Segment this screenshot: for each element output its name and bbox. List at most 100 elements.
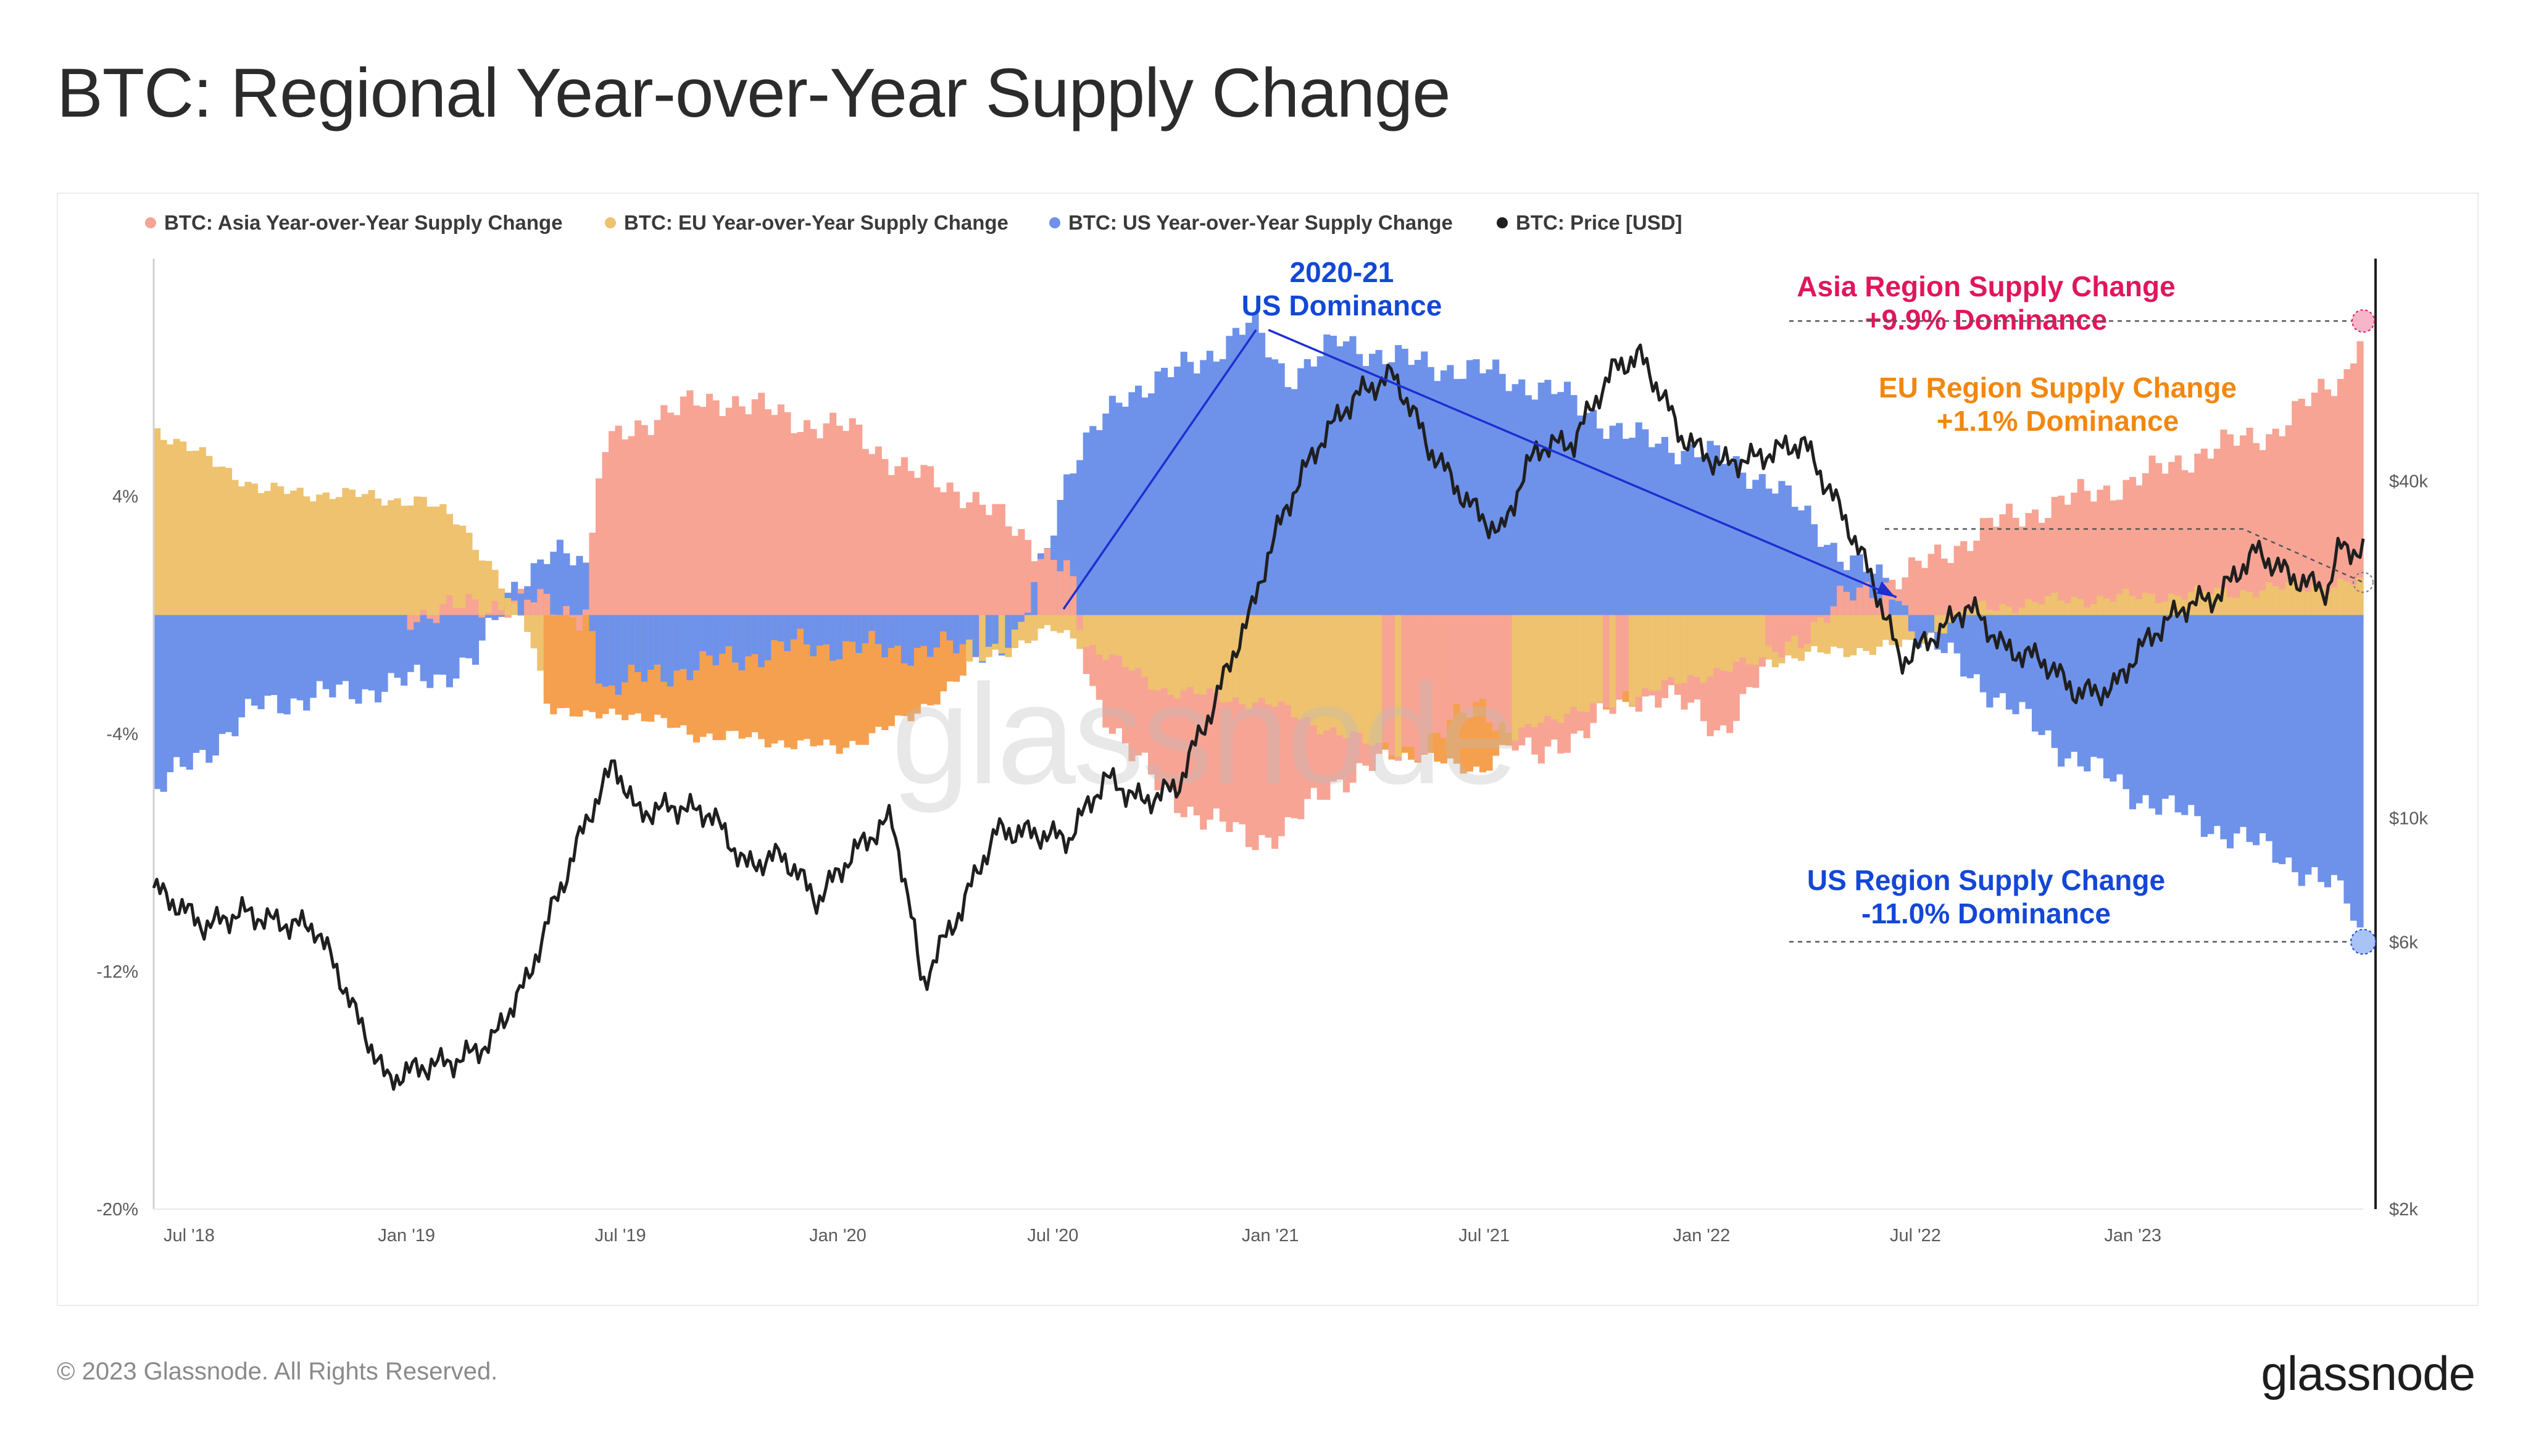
legend-item[interactable]: BTC: Price [USD]	[1516, 211, 1682, 234]
eu-bar	[2266, 582, 2273, 615]
eu-bar	[1349, 615, 1357, 732]
asia-bar	[2038, 523, 2045, 615]
us-bar	[186, 615, 193, 770]
us-bar	[1908, 615, 1916, 631]
us-bar	[862, 615, 869, 644]
chart-legend[interactable]: BTC: Asia Year-over-Year Supply Change BT…	[145, 211, 1682, 234]
asia-bar	[1408, 615, 1415, 747]
asia-bar	[2025, 513, 2032, 615]
asia-bar	[426, 615, 434, 619]
us-bar	[1732, 456, 1740, 615]
eu-bar	[1154, 615, 1162, 691]
eu-bar	[1108, 615, 1116, 655]
asia-bar	[1940, 559, 1948, 615]
eu-bar	[1726, 615, 1734, 672]
us-bar	[2181, 615, 2189, 815]
footer-copyright: © 2023 Glassnode. All Rights Reserved.	[57, 1358, 498, 1385]
eu-bar	[2025, 599, 2032, 615]
us-bar	[1745, 488, 1753, 615]
us-bar	[654, 615, 661, 665]
asia-bar	[2155, 463, 2163, 615]
us-marker	[2350, 928, 2376, 955]
us-bar	[673, 615, 681, 671]
eu-bar	[894, 615, 902, 716]
asia-bar	[1492, 615, 1500, 731]
legend-item[interactable]: BTC: Asia Year-over-Year Supply Change	[164, 211, 563, 234]
eu-bar	[244, 481, 252, 615]
eu-bar	[1037, 615, 1045, 629]
us-bar	[322, 615, 330, 689]
y-tick-right: $6k	[2389, 933, 2418, 953]
eu-bar	[790, 615, 798, 749]
us-bar	[231, 615, 239, 736]
eu-bar	[2045, 596, 2052, 615]
asia-bar	[2318, 378, 2325, 615]
asia-bar	[2279, 436, 2286, 615]
asia-bar	[1979, 518, 1987, 615]
eu-bar	[2343, 581, 2351, 615]
asia-bar	[1245, 615, 1253, 847]
us-bar	[1213, 361, 1220, 615]
asia-bar	[634, 420, 642, 615]
asia-bar	[1401, 615, 1408, 747]
us-bar	[1096, 430, 1103, 615]
us-bar	[1297, 368, 1305, 615]
us-bar	[2025, 615, 2032, 709]
us-bar	[414, 615, 421, 665]
asia-bar	[1102, 615, 1110, 728]
asia-bar	[1219, 615, 1226, 822]
glassnode-logo[interactable]: glassnode	[2261, 1346, 2476, 1400]
eu-bar	[1316, 615, 1324, 734]
x-tick: Jul '19	[595, 1226, 646, 1246]
asia-bar	[1239, 615, 1246, 825]
us-bar	[692, 615, 701, 671]
us-bar	[1915, 615, 1922, 648]
us-bar	[1570, 395, 1578, 615]
us-bar	[283, 615, 291, 715]
asia-bar	[725, 407, 733, 615]
eu-bar	[1329, 615, 1337, 728]
us-bar	[1616, 423, 1623, 615]
eu-bar	[2330, 587, 2338, 615]
us-bar	[459, 615, 467, 658]
eu-bar	[830, 615, 837, 746]
eu-bar	[309, 501, 317, 615]
us-bar	[420, 615, 427, 681]
eu-bar	[1226, 615, 1233, 702]
eu-bar	[582, 615, 590, 711]
asia-bar	[699, 407, 707, 615]
legend-item[interactable]: BTC: EU Year-over-Year Supply Change	[624, 211, 1008, 234]
us-bar	[452, 615, 460, 679]
asia-bar	[940, 492, 947, 615]
eu-bar	[888, 615, 895, 726]
us-bar	[1323, 334, 1331, 615]
eu-dashed-line	[1885, 528, 2364, 583]
us-bar	[2305, 615, 2312, 875]
eu-bar	[1174, 615, 1181, 699]
asia-bar	[777, 404, 784, 615]
eu-bar	[2012, 613, 2019, 615]
eu-bar	[1895, 615, 1903, 647]
asia-bar	[2194, 453, 2202, 615]
asia-bar	[868, 454, 876, 615]
asia-bar	[2110, 500, 2117, 615]
eu-bar	[1863, 615, 1870, 651]
eu-bar	[2279, 589, 2286, 615]
us-bar	[472, 615, 480, 665]
eu-bar	[1395, 615, 1402, 757]
us-bar	[1252, 314, 1259, 615]
eu-bar	[900, 615, 908, 717]
us-bar	[316, 615, 323, 681]
eu-bar	[1245, 615, 1253, 710]
eu-bar	[2226, 597, 2234, 615]
eu-bar	[2135, 599, 2143, 615]
eu-bar	[764, 615, 771, 747]
asia-bar	[946, 482, 954, 615]
eu-bar	[2155, 603, 2163, 615]
eu-bar	[2005, 606, 2013, 615]
us-bar	[868, 615, 876, 631]
legend-item[interactable]: BTC: US Year-over-Year Supply Change	[1068, 211, 1453, 234]
us-bar	[2292, 615, 2299, 873]
asia-bar	[927, 466, 934, 615]
us-bar	[920, 615, 928, 646]
